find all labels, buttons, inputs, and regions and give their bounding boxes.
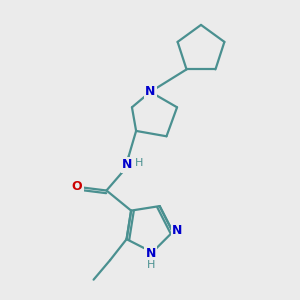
Text: H: H (147, 260, 155, 270)
Text: N: N (145, 85, 155, 98)
Text: H: H (135, 158, 143, 169)
Text: N: N (172, 224, 182, 237)
Text: N: N (146, 247, 156, 260)
Text: N: N (122, 158, 133, 172)
Text: O: O (72, 179, 83, 193)
